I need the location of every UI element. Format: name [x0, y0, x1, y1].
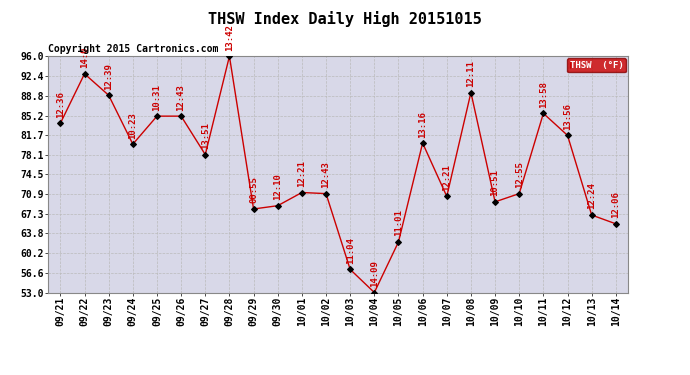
Text: 12:21: 12:21	[442, 164, 451, 191]
Text: 12:06: 12:06	[611, 191, 620, 218]
Point	[104, 92, 115, 98]
Point	[490, 199, 501, 205]
Point	[79, 71, 90, 77]
Text: THSW Index Daily High 20151015: THSW Index Daily High 20151015	[208, 11, 482, 27]
Point	[538, 110, 549, 116]
Point	[127, 141, 138, 147]
Text: 00:55: 00:55	[249, 177, 258, 203]
Point	[320, 190, 331, 196]
Text: 13:16: 13:16	[418, 111, 427, 138]
Point	[442, 194, 453, 200]
Text: 12:24: 12:24	[587, 183, 596, 210]
Point	[344, 266, 356, 272]
Point	[200, 152, 211, 157]
Point	[272, 203, 284, 209]
Point	[175, 113, 186, 119]
Text: 13:56: 13:56	[563, 103, 572, 130]
Point	[393, 239, 404, 245]
Text: 12:43: 12:43	[322, 161, 331, 188]
Text: 13:58: 13:58	[539, 81, 548, 108]
Text: 12:39: 12:39	[104, 63, 113, 90]
Text: 11:04: 11:04	[346, 237, 355, 264]
Legend: THSW  (°F): THSW (°F)	[567, 58, 626, 72]
Point	[152, 113, 163, 119]
Text: 10:23: 10:23	[128, 112, 137, 139]
Text: 10:31: 10:31	[152, 84, 161, 111]
Text: 12:21: 12:21	[297, 160, 306, 187]
Text: 12:43: 12:43	[177, 84, 186, 111]
Text: 13:42: 13:42	[225, 24, 234, 51]
Point	[55, 120, 66, 126]
Text: 14:09: 14:09	[370, 260, 379, 287]
Point	[465, 90, 476, 96]
Text: 13:51: 13:51	[201, 122, 210, 149]
Point	[224, 53, 235, 59]
Text: 11:01: 11:01	[394, 210, 403, 236]
Point	[297, 189, 308, 195]
Point	[248, 206, 259, 212]
Point	[610, 221, 621, 227]
Point	[513, 190, 524, 196]
Text: 14:0: 14:0	[80, 47, 89, 68]
Point	[562, 132, 573, 138]
Text: 10:51: 10:51	[491, 170, 500, 196]
Text: 12:11: 12:11	[466, 60, 475, 87]
Text: 12:36: 12:36	[56, 91, 65, 118]
Text: Copyright 2015 Cartronics.com: Copyright 2015 Cartronics.com	[48, 44, 219, 54]
Point	[586, 212, 597, 218]
Text: 12:55: 12:55	[515, 161, 524, 188]
Point	[368, 290, 380, 296]
Point	[417, 140, 428, 146]
Text: 12:10: 12:10	[273, 173, 282, 200]
